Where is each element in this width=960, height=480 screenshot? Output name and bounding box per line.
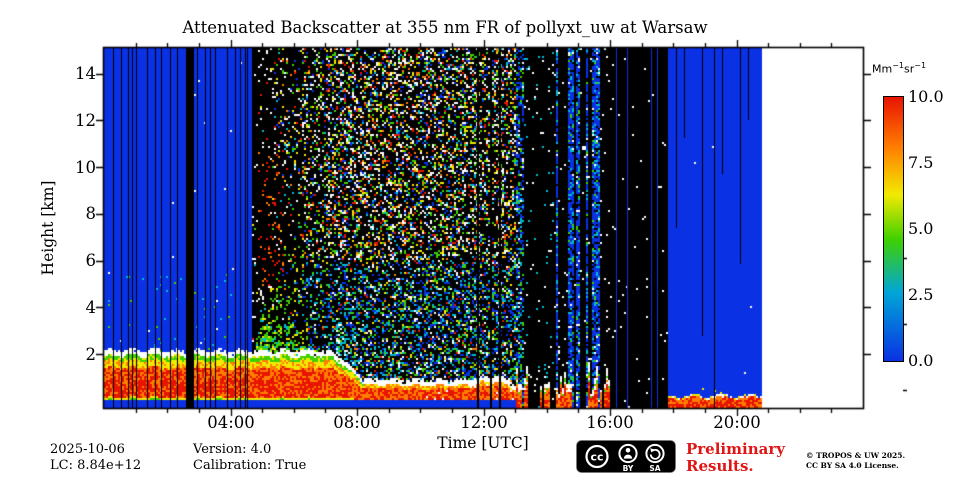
cc-icon [585, 444, 609, 469]
plot-title: Attenuated Backscatter at 355 nm FR of p… [182, 18, 708, 37]
colorbar-tick-7-5: 7.5 [908, 153, 934, 172]
y-tick-8: 8 [85, 204, 97, 223]
preliminary-results-note: Preliminary Results. [686, 440, 785, 475]
y-tick-10: 10 [75, 158, 96, 177]
colorbar-tick-5: 5.0 [908, 219, 934, 238]
sa-label: SA [649, 464, 660, 473]
colorbar-tick-10: 10.0 [908, 87, 944, 106]
by-person-icon [618, 443, 638, 464]
cc-by-sa-badge: cc BY SA [576, 440, 676, 473]
x-tick-0400: 04:00 [207, 413, 255, 432]
y-tick-6: 6 [85, 251, 97, 270]
lidar-constant-label: LC: 8.84e+12 [50, 458, 142, 473]
copyright-note: © TROPOS & UW 2025. CC BY SA 4.0 License… [806, 451, 906, 470]
x-tick-1600: 16:00 [586, 413, 634, 432]
sa-icon [645, 443, 665, 464]
y-tick-12: 12 [75, 111, 96, 130]
y-axis-label: Height [km] [39, 180, 57, 276]
colorbar-tick-0: 0.0 [908, 351, 934, 370]
y-tick-14: 14 [75, 64, 96, 83]
svg-text:cc: cc [590, 451, 603, 464]
y-tick-4: 4 [85, 298, 97, 317]
x-axis-label: Time [UTC] [437, 434, 529, 452]
y-tick-2: 2 [85, 345, 97, 364]
colorbar-unit-label: Mm−1sr−1 [872, 61, 927, 76]
x-tick-2000: 20:00 [713, 413, 761, 432]
calibration-label: Calibration: True [193, 458, 307, 473]
colorbar-tick-2-5: 2.5 [908, 285, 934, 304]
x-tick-0800: 08:00 [333, 413, 381, 432]
colorbar-gradient [883, 96, 904, 362]
version-label: Version: 4.0 [193, 442, 272, 457]
by-label: BY [623, 464, 634, 473]
date-label: 2025-10-06 [50, 442, 125, 457]
x-tick-1200: 12:00 [460, 413, 508, 432]
